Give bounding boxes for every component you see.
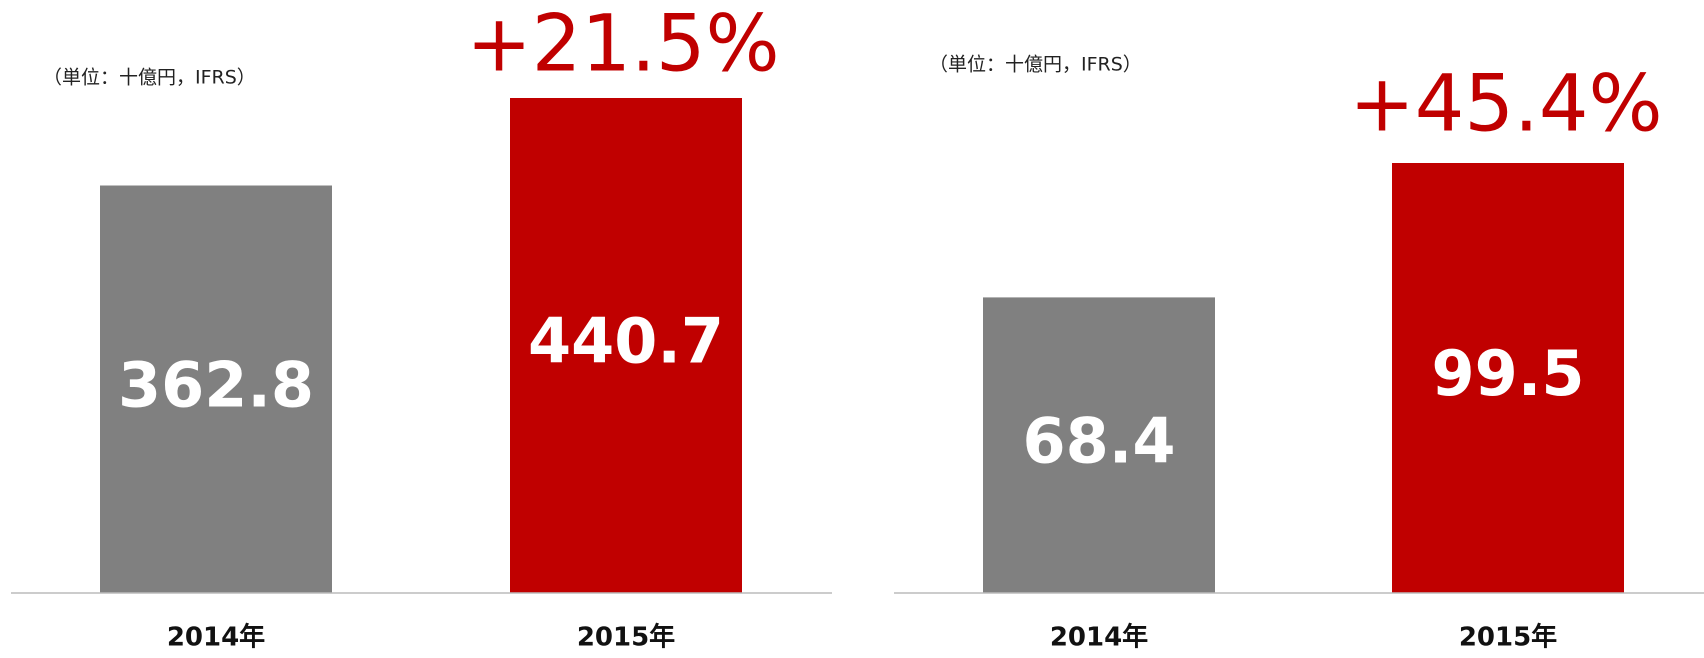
category-label: 2015年	[1459, 622, 1557, 653]
category-label: 2015年	[577, 622, 675, 653]
value-label: 362.8	[118, 348, 314, 421]
value-label: 68.4	[1023, 404, 1176, 477]
value-label: 99.5	[1432, 337, 1585, 410]
bar	[1392, 163, 1624, 593]
category-label: 2014年	[1050, 622, 1148, 653]
subtitle: （単位：十億円，IFRS）	[43, 67, 256, 89]
subtitle: （単位：十億円，IFRS）	[929, 54, 1142, 76]
annotation: +21.5%	[466, 0, 779, 89]
bar	[100, 185, 332, 593]
value-label: 440.7	[528, 305, 724, 378]
annotation: +45.4%	[1349, 59, 1662, 149]
bar	[983, 297, 1215, 593]
bar	[510, 98, 742, 593]
category-label: 2014年	[167, 622, 265, 653]
